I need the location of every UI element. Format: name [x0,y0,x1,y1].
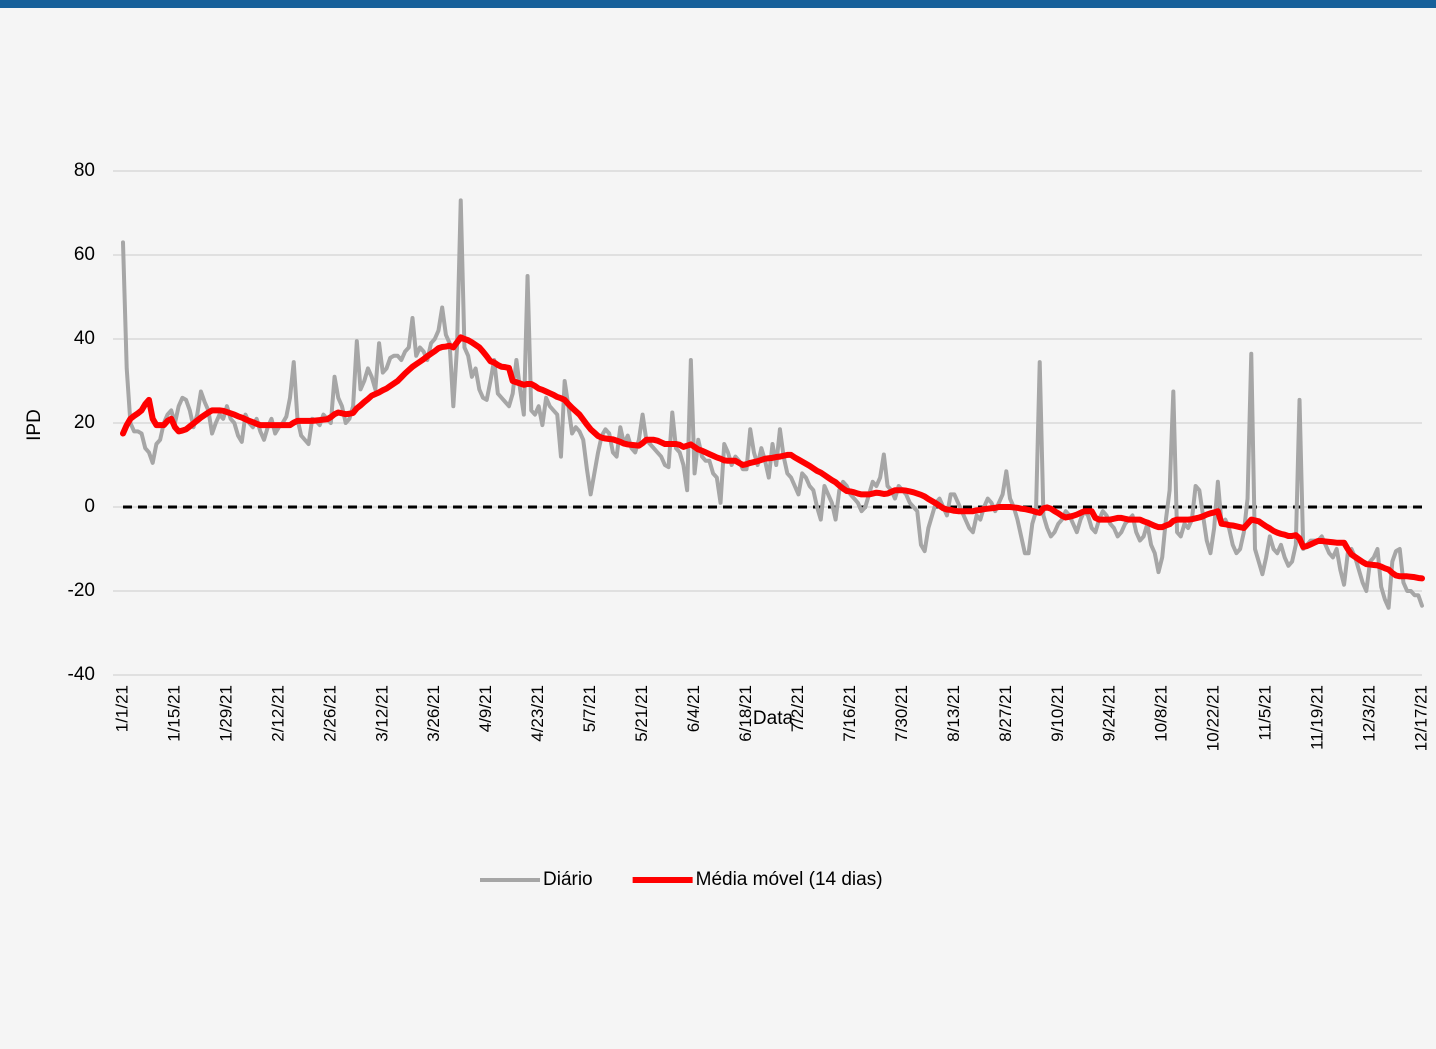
lines [120,198,1425,610]
y-tick-label: -40 [68,664,95,685]
y-tick-label: 60 [74,244,95,265]
x-tick-label: 1/29/21 [216,685,235,742]
y-tick-label: 80 [74,160,95,181]
top-bar [0,0,1436,8]
x-tick-label: 12/3/21 [1360,685,1379,742]
x-tick-label: 7/16/21 [840,685,859,742]
x-tick-label: 11/19/21 [1308,685,1327,750]
x-tick-label: 2/26/21 [320,685,339,742]
x-tick-label: 8/27/21 [996,685,1015,742]
ticks: -40 -20 0 20 40 60 80 1/1/21 1/15/21 1/29/21 2/12/… [68,160,1431,751]
legend-label: Média móvel (14 dias) [696,869,883,890]
x-tick-label: 10/22/21 [1204,685,1223,751]
x-tick-label: 10/8/21 [1152,685,1171,742]
y-tick-label: -20 [68,580,95,601]
x-tick-label: 1/1/21 [112,685,131,732]
x-tick-label: 2/12/21 [268,685,287,742]
x-tick-label: 3/12/21 [372,685,391,742]
y-tick-label: 20 [74,412,95,433]
legend: Diário Média móvel (14 dias) [480,869,883,890]
x-tick-label: 12/17/21 [1411,685,1430,751]
x-tick-label: 7/2/21 [788,685,807,732]
legend-label: Diário [543,869,593,890]
x-tick-label: 6/4/21 [684,685,703,732]
series-line [121,198,1424,610]
y-axis-title: IPD [24,409,45,441]
x-axis-title: Data [753,708,794,729]
series-line [120,334,1425,582]
x-tick-label: 5/7/21 [580,685,599,732]
y-tick-label: 40 [74,328,95,349]
x-tick-label: 4/23/21 [528,685,547,742]
x-tick-label: 3/26/21 [424,685,443,742]
x-tick-label: 11/5/21 [1256,685,1275,740]
x-tick-label: 5/21/21 [632,685,651,742]
x-tick-label: 8/13/21 [944,685,963,742]
y-tick-label: 0 [84,496,95,517]
x-tick-label: 6/18/21 [736,685,755,742]
x-tick-label: 7/30/21 [892,685,911,742]
x-tick-label: 4/9/21 [476,685,495,732]
x-tick-label: 9/10/21 [1048,685,1067,742]
x-tick-label: 1/15/21 [164,685,183,742]
x-tick-label: 9/24/21 [1100,685,1119,742]
